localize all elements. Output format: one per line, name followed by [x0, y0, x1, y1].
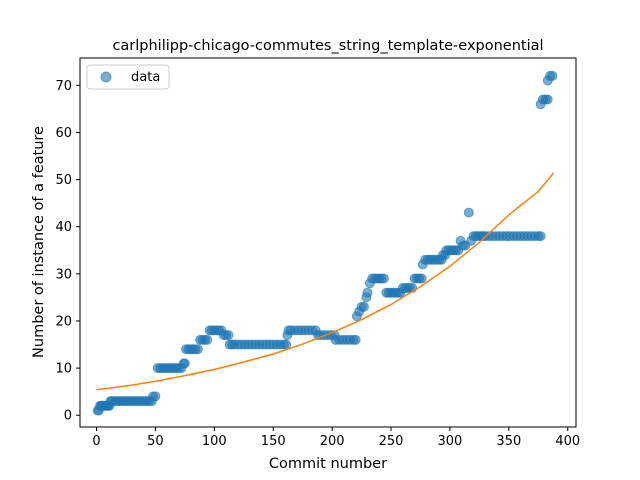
x-tick-label: 100 — [202, 434, 227, 449]
data-point — [358, 301, 369, 312]
plot-frame — [79, 57, 577, 428]
y-tick-label: 0 — [64, 409, 72, 424]
data-point — [463, 207, 474, 218]
y-tick-label: 30 — [55, 267, 72, 282]
data-point — [416, 273, 427, 284]
data-point — [535, 231, 546, 242]
legend-box — [86, 64, 170, 90]
legend-label-data: data — [131, 70, 160, 85]
data-point — [547, 70, 558, 81]
y-tick-label: 70 — [55, 79, 72, 94]
plot-area — [92, 70, 558, 416]
data-point — [192, 344, 203, 355]
y-axis-label: Number of instance of a feature — [31, 126, 47, 358]
legend: data — [86, 64, 170, 90]
x-tick-label: 250 — [379, 434, 404, 449]
data-point — [350, 334, 361, 345]
x-axis-label: Commit number — [269, 456, 387, 472]
data-point — [281, 339, 292, 350]
data-point — [202, 334, 213, 345]
x-tick-label: 50 — [147, 434, 164, 449]
data-point — [378, 273, 389, 284]
data-point — [150, 391, 161, 402]
y-tick-label: 10 — [55, 362, 72, 377]
fit-line — [96, 172, 555, 391]
y-tick-label: 20 — [55, 314, 72, 329]
y-tick-label: 60 — [55, 126, 72, 141]
x-axis: 0 50 100 150 200 250 300 350 400 — [92, 427, 580, 449]
x-tick-label: 350 — [496, 434, 521, 449]
data-point — [542, 94, 553, 105]
y-tick-label: 50 — [55, 173, 72, 188]
legend-marker-data — [100, 71, 112, 83]
data-point — [223, 330, 234, 341]
x-tick-label: 0 — [92, 434, 100, 449]
chart-title: carlphilipp-chicago-commutes_string_temp… — [112, 38, 543, 54]
y-tick-label: 40 — [55, 220, 72, 235]
x-tick-label: 300 — [438, 434, 463, 449]
y-axis: 0 10 20 30 40 50 60 70 — [55, 79, 80, 424]
data-point — [179, 358, 190, 369]
x-tick-label: 400 — [555, 434, 580, 449]
x-tick-label: 150 — [261, 434, 286, 449]
x-tick-label: 200 — [320, 434, 345, 449]
data-point — [362, 287, 373, 298]
